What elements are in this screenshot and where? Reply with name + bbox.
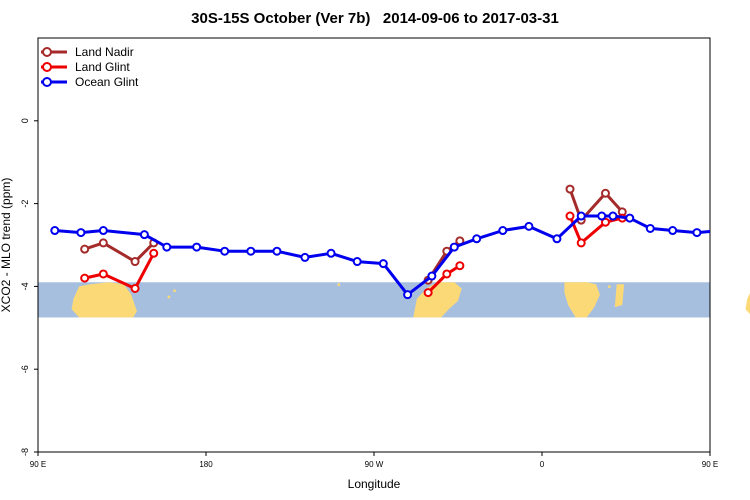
series-layer xyxy=(50,184,745,300)
ocean-glint-point xyxy=(220,246,230,256)
ocean-glint-point xyxy=(246,246,256,256)
legend-marker-ocean-glint xyxy=(42,77,52,87)
ocean-glint-point xyxy=(576,211,586,221)
ocean-glint-point xyxy=(427,271,437,281)
ocean-glint-point xyxy=(192,242,202,252)
land-nadir-point xyxy=(600,188,610,198)
legend-marker-land-glint xyxy=(42,62,52,72)
ocean-glint-point xyxy=(645,223,655,233)
ocean-glint-point xyxy=(326,248,336,258)
y-tick-label: -4 xyxy=(20,282,30,290)
ocean-glint-point xyxy=(449,242,459,252)
land-australia-east xyxy=(745,292,750,315)
y-tick-label: 0 xyxy=(20,118,30,123)
axes: 0-2-4-6-890 E 180 90 W 0 90 E xyxy=(20,37,718,469)
ocean-glint-point xyxy=(300,252,310,262)
land-glint-line xyxy=(84,252,156,290)
ocean-glint-point xyxy=(498,226,508,236)
land-glint-point xyxy=(130,283,140,293)
ocean-glint-point xyxy=(403,290,413,300)
plot-frame xyxy=(37,37,711,453)
island xyxy=(167,295,171,299)
y-tick-label: -8 xyxy=(20,448,30,456)
y-tick-label: -2 xyxy=(20,200,30,208)
x-tick-label: 90 W xyxy=(365,460,384,469)
land-glint-point xyxy=(600,217,610,227)
land-madagascar xyxy=(614,284,625,308)
x-tick-label: 0 xyxy=(540,460,545,469)
ocean-glint-point xyxy=(552,234,562,244)
land-glint-point xyxy=(80,273,90,283)
legend-label-land-nadir: Land Nadir xyxy=(75,45,134,59)
legend-label-ocean-glint: Ocean Glint xyxy=(75,75,139,89)
legend-marker-land-nadir xyxy=(42,47,52,57)
chart-title: 30S-15S October (Ver 7b) 2014-09-06 to 2… xyxy=(191,10,559,27)
land-glint-point xyxy=(442,269,452,279)
ocean-glint-point xyxy=(718,227,725,234)
land-glint-point xyxy=(423,288,433,298)
ocean-glint-point xyxy=(608,211,618,221)
ocean-glint-point xyxy=(625,213,635,223)
land-nadir-point xyxy=(98,238,108,248)
ocean-glint-point xyxy=(98,226,108,236)
land-africa xyxy=(564,282,600,318)
ocean-glint-point xyxy=(524,221,534,231)
island xyxy=(608,285,611,288)
land-nadir-line xyxy=(568,188,624,222)
land-nadir-line xyxy=(84,241,155,264)
x-tick-label: 90 E xyxy=(30,460,46,469)
x-tick-label: 180 xyxy=(199,460,213,469)
y-axis-title: XCO2 - MLO trend (ppm) xyxy=(0,178,13,313)
ocean-glint-point xyxy=(162,242,172,252)
ocean-glint-point xyxy=(597,211,607,221)
y-tick-label: -6 xyxy=(20,365,30,373)
land-nadir-point xyxy=(130,257,140,267)
ocean-strip xyxy=(38,282,710,318)
ocean-glint-point xyxy=(738,231,745,238)
ocean-glint-point xyxy=(50,226,60,236)
legend-label-land-glint: Land Glint xyxy=(75,60,130,74)
ocean-glint-point xyxy=(352,257,362,267)
x-tick-label: 90 E xyxy=(702,460,718,469)
ocean-glint-point xyxy=(139,230,149,240)
ocean-glint-point xyxy=(378,259,388,269)
ocean-glint-point xyxy=(76,228,86,238)
land-glint-point xyxy=(565,211,575,221)
island xyxy=(337,283,341,286)
land-glint-point xyxy=(576,238,586,248)
land-glint-point xyxy=(149,248,159,258)
island xyxy=(173,289,176,293)
ocean-glint-point xyxy=(668,226,678,236)
land-glint-point xyxy=(455,261,465,271)
land-australia-west xyxy=(71,282,137,318)
land-glint-point xyxy=(98,269,108,279)
land-nadir-point xyxy=(80,244,90,254)
ocean-glint-point xyxy=(472,234,482,244)
land-nadir-point xyxy=(565,184,575,194)
world-map-strip xyxy=(38,282,750,318)
ocean-glint-point xyxy=(272,246,282,256)
x-axis-title: Longitude xyxy=(348,477,401,491)
ocean-glint-point xyxy=(692,228,702,238)
